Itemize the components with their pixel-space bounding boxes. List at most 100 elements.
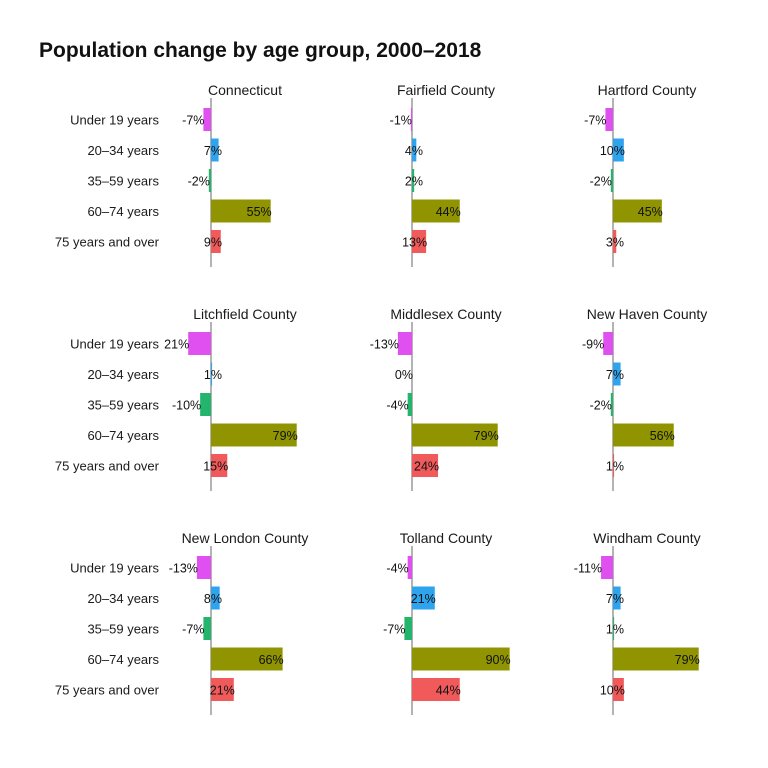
- value-label: 56%: [650, 429, 675, 443]
- bar: [613, 647, 699, 671]
- value-label: 44%: [436, 205, 461, 219]
- facet-panel: Connecticut -7% Under 19 years 7% 20–34 year…: [55, 82, 282, 267]
- bar: [412, 454, 439, 477]
- bar: [412, 423, 498, 447]
- facet-panel: New Haven County -9% 7% -2% 56% 1%: [582, 306, 707, 491]
- value-label: -4%: [386, 562, 408, 576]
- category-label: 20–34 years: [87, 143, 159, 158]
- bar: [211, 678, 234, 701]
- category-label: 35–59 years: [87, 622, 159, 637]
- value-label: 79%: [675, 653, 700, 667]
- bar: [203, 617, 211, 640]
- bar: [412, 647, 510, 671]
- bar: [188, 332, 211, 355]
- facet-panel: Windham County -11% 7% 1% 79% 10%: [574, 530, 701, 715]
- value-label: 10%: [600, 144, 625, 158]
- value-label: -9%: [582, 338, 604, 352]
- value-label: 8%: [204, 592, 222, 606]
- category-label: 60–74 years: [87, 428, 159, 443]
- bar: [404, 617, 412, 640]
- facet-title: Middlesex County: [390, 306, 501, 322]
- facet-panel: Litchfield County 21% Under 19 years 1% 20–3…: [55, 306, 298, 491]
- value-label: -10%: [172, 399, 201, 413]
- bar: [211, 423, 297, 447]
- value-label: 4%: [405, 144, 423, 158]
- category-label: Under 19 years: [70, 337, 159, 352]
- bar: [412, 586, 435, 610]
- bar: [613, 586, 621, 610]
- bar: [211, 362, 213, 386]
- bar: [412, 138, 417, 162]
- facet-title: New London County: [182, 530, 309, 546]
- value-label: 13%: [402, 236, 427, 250]
- bar: [412, 169, 415, 192]
- value-label: 7%: [606, 368, 624, 382]
- bar: [208, 169, 211, 192]
- facet-panel: Middlesex County -13% 0% -4% 79% 24%: [370, 306, 502, 491]
- bar: [410, 108, 412, 131]
- bar: [211, 647, 283, 671]
- value-label: 9%: [204, 236, 222, 250]
- facet-panel: Tolland County -4% 21% -7% 90% 44%: [383, 530, 511, 715]
- value-label: 0%: [395, 368, 413, 382]
- bar: [613, 138, 624, 162]
- category-label: Under 19 years: [70, 113, 159, 128]
- bar: [397, 332, 412, 355]
- value-label: -13%: [370, 338, 399, 352]
- value-label: 55%: [247, 205, 272, 219]
- bar: [610, 393, 613, 416]
- bar: [610, 169, 613, 192]
- value-label: -7%: [584, 114, 606, 128]
- bar: [613, 362, 621, 386]
- bar: [407, 393, 412, 416]
- bar: [211, 586, 220, 610]
- value-label: 7%: [204, 144, 222, 158]
- value-label: 66%: [259, 653, 284, 667]
- category-label: 20–34 years: [87, 367, 159, 382]
- bar: [613, 454, 615, 477]
- chart-title: Population change by age group, 2000–201…: [39, 39, 482, 62]
- facet-title: Hartford County: [598, 82, 697, 98]
- value-label: 3%: [606, 236, 624, 250]
- facet-title: Windham County: [593, 530, 700, 546]
- value-label: -4%: [386, 399, 408, 413]
- category-label: 60–74 years: [87, 204, 159, 219]
- value-label: 90%: [486, 653, 511, 667]
- value-label: 1%: [204, 368, 222, 382]
- value-label: 10%: [600, 684, 625, 698]
- category-label: 60–74 years: [87, 652, 159, 667]
- value-label: 24%: [414, 460, 439, 474]
- value-label: 7%: [606, 592, 624, 606]
- category-label: 75 years and over: [55, 683, 160, 698]
- value-label: -7%: [182, 623, 204, 637]
- category-label: Under 19 years: [70, 561, 159, 576]
- value-label: -7%: [182, 114, 204, 128]
- category-label: 75 years and over: [55, 459, 160, 474]
- value-label: 21%: [164, 338, 189, 352]
- facet-title: Fairfield County: [397, 82, 495, 98]
- facets: Connecticut -7% Under 19 years 7% 20–34 year…: [55, 82, 707, 715]
- facet-title: New Haven County: [587, 306, 708, 322]
- bar: [613, 617, 615, 640]
- value-label: 45%: [638, 205, 663, 219]
- facet-title: Connecticut: [208, 82, 282, 98]
- bar: [211, 230, 221, 253]
- value-label: -1%: [390, 114, 412, 128]
- facet-panel: New London County -13% Under 19 years 8% 20–…: [55, 530, 309, 715]
- value-label: -7%: [383, 623, 405, 637]
- bar: [613, 230, 617, 253]
- category-label: 75 years and over: [55, 235, 160, 250]
- value-label: -2%: [590, 175, 612, 189]
- facet-panel: Fairfield County -1% 4% 2% 44% 13%: [390, 82, 495, 267]
- bar: [203, 108, 211, 131]
- value-label: 21%: [210, 684, 235, 698]
- bar: [211, 199, 271, 223]
- category-label: 20–34 years: [87, 591, 159, 606]
- bar: [412, 199, 460, 223]
- bar: [407, 556, 412, 579]
- bar: [211, 138, 219, 162]
- value-label: -11%: [574, 562, 602, 576]
- value-label: 21%: [411, 592, 436, 606]
- bar: [601, 556, 613, 579]
